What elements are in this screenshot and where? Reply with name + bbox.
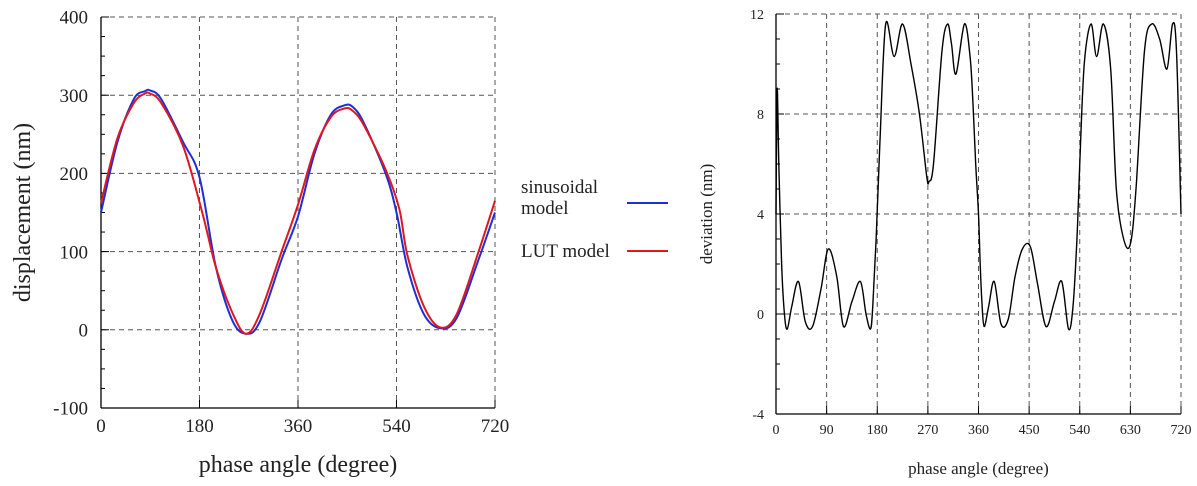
left-chart: 0 180 360 540 720 -100 0 100 200 300 400 phase angl… — [10, 8, 509, 478]
x-tick-label: 0 — [96, 416, 106, 437]
x-tick-label: 630 — [1120, 423, 1141, 438]
x-tick-label: 360 — [968, 423, 989, 438]
y-tick-label: 0 — [79, 320, 89, 341]
y-tick-label: -100 — [53, 399, 88, 420]
x-tick-label: 270 — [917, 423, 938, 438]
x-axis-title: phase angle (degree) — [908, 459, 1049, 478]
right-chart: 0 90 180 270 360 450 540 630 720 -4 0 4 8 12 phase ang… — [697, 8, 1192, 478]
y-axis-title: deviation (nm) — [697, 164, 716, 265]
x-tick-label: 180 — [867, 423, 888, 438]
legend-label: LUT model — [521, 241, 610, 262]
x-tick-label: 540 — [1069, 423, 1090, 438]
y-tick-label: 0 — [757, 308, 764, 323]
x-tick-label: 450 — [1019, 423, 1040, 438]
y-tick-label: 4 — [757, 208, 764, 223]
sinusoidal-model-series-line — [100, 88, 496, 335]
x-tick-label: 0 — [773, 423, 780, 438]
y-tick-label: 8 — [757, 108, 764, 123]
x-tick-label: 360 — [284, 416, 313, 437]
y-tick-label: 100 — [60, 242, 89, 263]
deviation-series-line — [775, 20, 1182, 331]
y-tick-label: 12 — [750, 8, 764, 23]
x-tick-label: 540 — [382, 416, 411, 437]
y-tick-label: 300 — [60, 86, 89, 107]
x-tick-label: 720 — [1171, 423, 1192, 438]
x-axis-title: phase angle (degree) — [199, 452, 398, 478]
y-tick-label: 400 — [60, 8, 89, 29]
legend-label: sinusoidal — [521, 177, 598, 198]
y-tick-label: -4 — [752, 408, 764, 423]
LUT-model-series-line — [100, 91, 496, 335]
x-tick-label: 90 — [820, 423, 834, 438]
legend-label: model — [521, 198, 569, 219]
y-axis-title: displacement (nm) — [10, 123, 36, 302]
x-tick-label: 180 — [185, 416, 214, 437]
x-tick-label: 720 — [481, 416, 510, 437]
y-tick-label: 200 — [60, 164, 89, 185]
